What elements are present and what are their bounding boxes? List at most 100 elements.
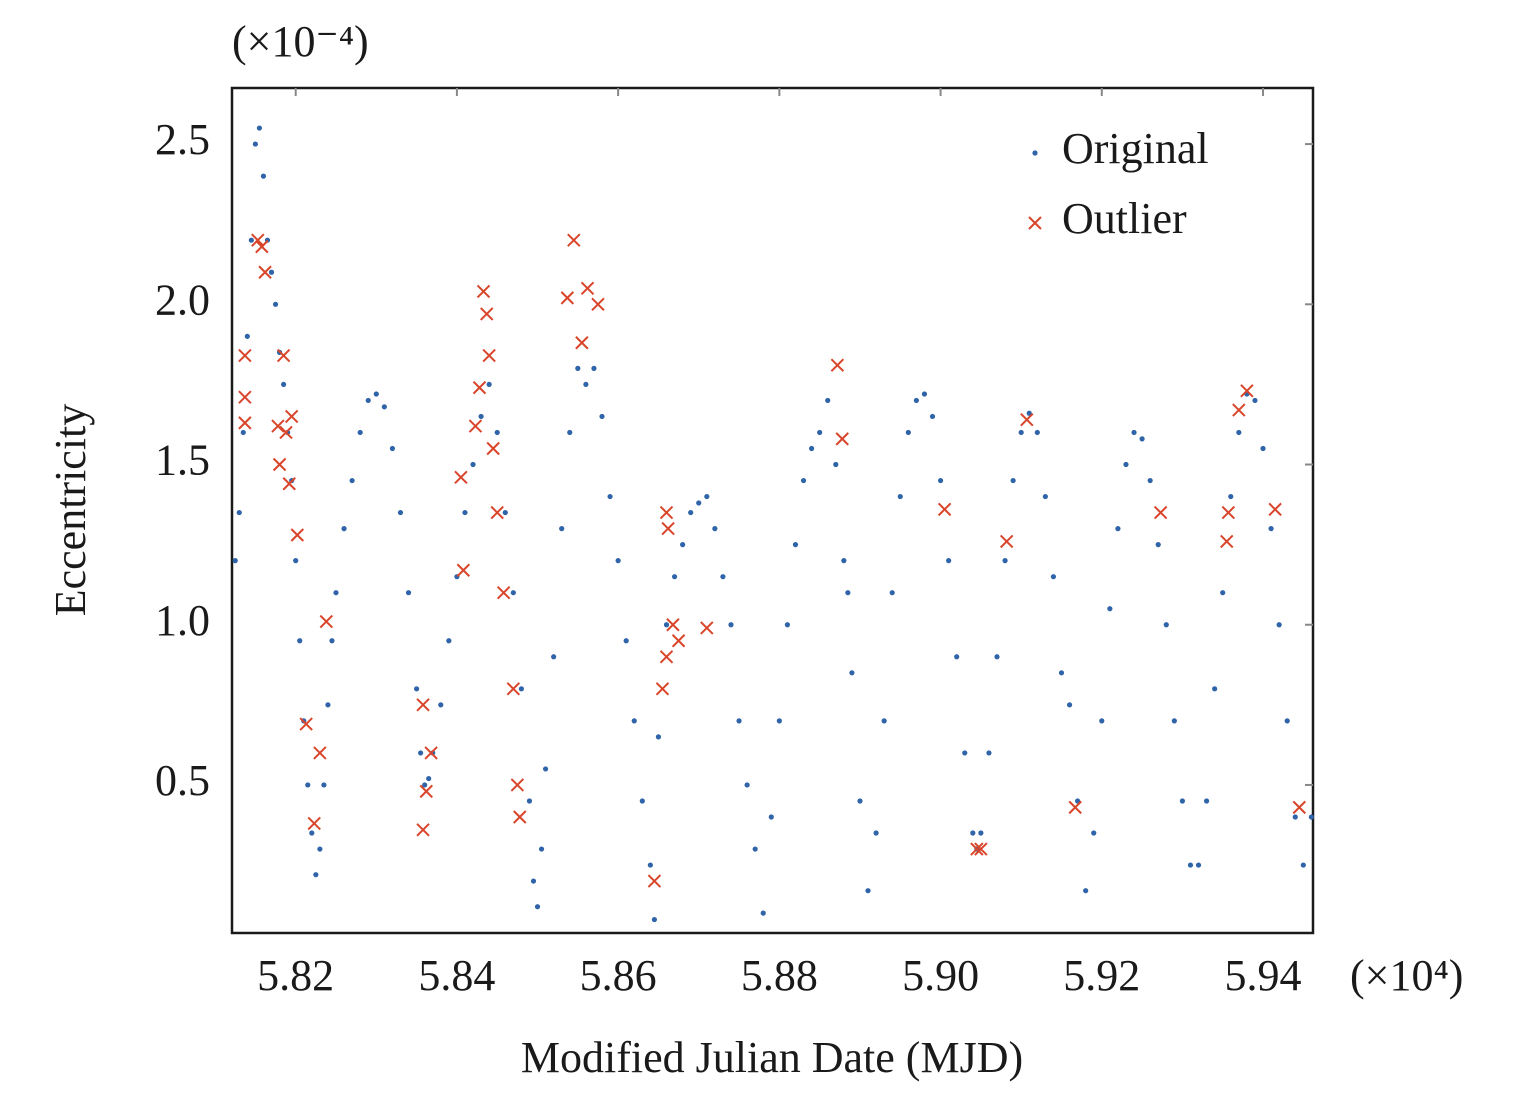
legend-label: Outlier <box>1062 194 1187 243</box>
data-point <box>559 526 565 532</box>
data-point <box>272 301 279 307</box>
data-point <box>1179 798 1186 804</box>
outlier-point <box>1268 502 1282 517</box>
outlier-point <box>416 698 430 712</box>
data-point <box>240 429 246 436</box>
data-point <box>1195 862 1202 868</box>
legend-marker <box>1032 150 1038 156</box>
data-point <box>962 750 968 756</box>
data-point <box>502 509 508 516</box>
data-point <box>1107 606 1113 612</box>
data-point <box>800 477 807 484</box>
data-point <box>494 429 500 436</box>
data-point <box>438 702 444 708</box>
data-point <box>1228 493 1234 500</box>
outlier-point <box>1068 800 1082 815</box>
data-point <box>446 638 452 644</box>
outlier-point <box>671 634 686 648</box>
data-point <box>418 750 424 756</box>
data-point <box>591 365 597 371</box>
outlier-point <box>255 239 269 254</box>
data-point <box>599 413 605 420</box>
data-point <box>329 638 335 644</box>
outlier-point <box>974 842 988 856</box>
data-point <box>567 429 573 436</box>
data-point <box>897 493 903 500</box>
x-tick-label: 5.86 <box>580 951 657 1000</box>
outlier-point <box>580 281 595 295</box>
data-point <box>317 846 323 852</box>
data-point <box>583 381 589 388</box>
x-tick-label: 5.92 <box>1063 951 1140 1000</box>
data-point <box>1099 718 1105 724</box>
data-point <box>1155 542 1161 548</box>
outlier-point <box>560 291 575 305</box>
data-point <box>381 404 387 410</box>
outlier-point <box>591 297 605 312</box>
data-point <box>236 509 242 516</box>
data-point <box>688 509 694 516</box>
outlier-point <box>454 470 468 485</box>
data-point <box>792 542 799 548</box>
data-point <box>1147 477 1153 484</box>
data-point <box>631 718 637 724</box>
legend-label: Original <box>1062 124 1209 173</box>
data-point <box>486 381 492 388</box>
data-point <box>808 445 815 452</box>
data-point <box>414 686 420 692</box>
outlier-point <box>319 614 334 629</box>
data-point <box>293 558 299 564</box>
y-axis-label: Eccentricity <box>46 404 95 617</box>
outlier-point <box>272 457 287 472</box>
outlier-point <box>513 810 527 824</box>
data-point <box>349 477 355 484</box>
data-point <box>397 509 404 516</box>
data-point <box>849 670 855 676</box>
data-point <box>1010 477 1016 484</box>
plot-frame <box>230 86 1315 935</box>
outlier-point <box>238 348 252 363</box>
data-point <box>696 500 702 506</box>
outlier-point <box>472 380 487 395</box>
outlier-point <box>661 521 675 536</box>
data-point <box>615 558 621 564</box>
data-point <box>1034 429 1040 436</box>
data-point <box>1018 429 1024 436</box>
data-point <box>542 766 549 772</box>
outlier-point <box>1292 800 1307 815</box>
data-point <box>1300 862 1306 868</box>
data-point <box>538 846 545 852</box>
outlier-point <box>419 784 433 799</box>
outlier-point <box>510 778 525 792</box>
data-point <box>841 558 847 564</box>
data-point <box>671 574 678 580</box>
y-multiplier: (×10⁻⁴) <box>232 17 369 66</box>
data-point <box>817 429 823 436</box>
data-point <box>551 654 557 660</box>
data-point <box>1260 445 1266 452</box>
data-point <box>321 782 327 788</box>
data-point <box>655 734 662 740</box>
outlier-point <box>299 717 313 731</box>
outlier-point <box>282 477 296 491</box>
data-point <box>575 365 581 371</box>
x-axis-label: Modified Julian Date (MJD) <box>521 1033 1023 1082</box>
data-point <box>970 830 976 836</box>
data-point <box>994 654 1000 660</box>
data-point <box>1212 686 1218 692</box>
data-point <box>760 910 766 916</box>
data-point <box>1276 622 1282 628</box>
outlier-point <box>937 502 952 517</box>
data-point <box>986 750 992 756</box>
data-point <box>1268 526 1274 532</box>
legend-marker <box>1028 216 1042 230</box>
data-point <box>462 509 468 516</box>
outlier-point <box>424 746 438 760</box>
outlier-point <box>659 650 674 664</box>
data-point <box>1187 862 1194 868</box>
data-point <box>623 638 629 644</box>
data-point <box>937 477 944 484</box>
outlier-point <box>830 358 845 372</box>
data-point <box>833 461 839 468</box>
data-point <box>736 718 742 724</box>
